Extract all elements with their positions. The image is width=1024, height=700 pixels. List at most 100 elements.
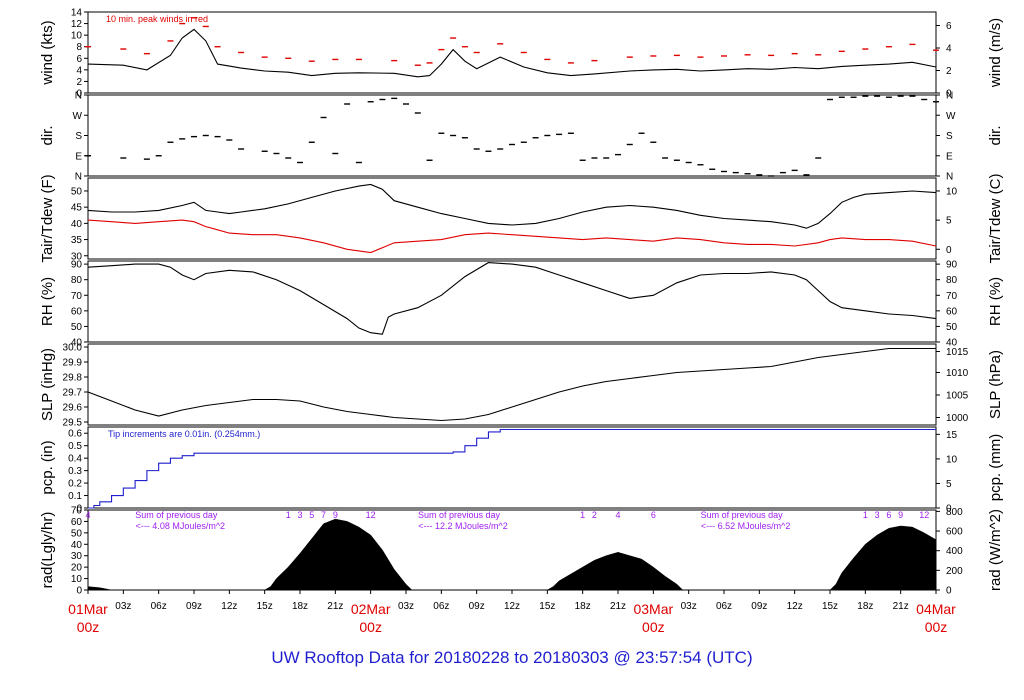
y-axis-title-right: Tair/Tdew (C) — [987, 173, 1004, 263]
y-tick-label-right: 10 — [946, 186, 958, 197]
series-step-pcp — [88, 428, 936, 509]
x-tick-label: 18z — [857, 601, 873, 612]
rad-hour-mark: 5 — [309, 510, 314, 520]
y-tick-label-right: E — [946, 151, 953, 162]
x-date-time-label: 00z — [359, 619, 382, 635]
y-axis-title-left: SLP (inHg) — [39, 348, 56, 421]
x-tick-label: 06z — [433, 601, 449, 612]
y-tick-label-left: 2 — [76, 77, 82, 88]
x-tick-label: 03z — [681, 601, 697, 612]
y-tick-label-left: 29.9 — [63, 358, 83, 369]
panel-annotation-pcp: Tip increments are 0.01in. (0.254mm.) — [108, 429, 260, 439]
panel-frame — [87, 260, 937, 343]
x-tick-label: 06z — [151, 601, 167, 612]
y-tick-label-left: 0.3 — [68, 466, 82, 477]
x-tick-label: 15z — [257, 601, 273, 612]
panel-frame — [87, 177, 937, 260]
y-tick-label-right: 90 — [946, 260, 958, 271]
y-tick-label-left: W — [73, 111, 83, 122]
panel-temp: 30 35 40 45 50 0 5 10 Tair/Tdew (F) Tair/Tdew (C) — [39, 173, 1004, 263]
panel-annotation-wind: 10 min. peak winds in red — [106, 14, 208, 24]
rad-hour-mark: 7 — [321, 510, 326, 520]
y-tick-label-right: 60 — [946, 306, 958, 317]
x-tick-label: 12z — [504, 601, 520, 612]
series-line-slp — [87, 347, 936, 422]
y-tick-label-right: 400 — [946, 546, 963, 557]
y-axis-title-left: RH (%) — [39, 277, 56, 326]
y-tick-label-left: N — [75, 172, 82, 183]
y-tick-label-left: 10 — [71, 574, 83, 585]
y-tick-label-right: S — [946, 131, 953, 142]
rad-hour-mark: 3 — [297, 510, 302, 520]
x-tick-label: 06z — [716, 601, 732, 612]
x-tick-label: 21z — [610, 601, 626, 612]
x-tick-label: 09z — [469, 601, 485, 612]
y-tick-label-left: 29.6 — [63, 403, 83, 414]
y-tick-label-left: 30.0 — [63, 343, 83, 354]
panel-frame — [87, 426, 937, 509]
y-tick-label-left: 12 — [71, 19, 83, 30]
x-tick-label: 21z — [893, 601, 909, 612]
panel-frame — [87, 343, 937, 426]
y-axis-title-left: wind (kts) — [39, 20, 56, 85]
x-tick-label: 09z — [751, 601, 767, 612]
x-tick-label: 12z — [787, 601, 803, 612]
rad-sum-value: <--- 6.52 MJoules/m^2 — [701, 521, 791, 531]
y-tick-label-right: 1000 — [946, 413, 969, 424]
y-tick-label-right: 50 — [946, 322, 958, 333]
y-axis-title-left: Tair/Tdew (F) — [39, 174, 56, 262]
y-tick-label-left: 0.2 — [68, 479, 82, 490]
y-axis-title-right: RH (%) — [987, 277, 1004, 326]
x-tick-label: 09z — [186, 601, 202, 612]
x-tick-label: 18z — [575, 601, 591, 612]
y-tick-label-left: 70 — [71, 506, 83, 517]
x-date-label: 04Mar — [916, 601, 956, 617]
series-area-rad — [87, 518, 937, 591]
x-date-label: 02Mar — [351, 601, 391, 617]
y-tick-label-left: 30 — [71, 251, 83, 262]
y-tick-label-left: 29.5 — [63, 418, 83, 429]
y-tick-label-right: 0 — [946, 504, 952, 515]
y-axis-title-right: pcp. (mm) — [987, 434, 1004, 502]
y-tick-label-left: 10 — [71, 31, 83, 42]
y-tick-label-left: 40 — [71, 219, 83, 230]
y-tick-label-left: 50 — [71, 322, 83, 333]
y-tick-label-right: 5 — [946, 216, 952, 227]
rad-sum-value: <--- 12.2 MJoules/m^2 — [418, 521, 508, 531]
y-tick-label-left: 45 — [71, 203, 83, 214]
y-tick-label-left: 0.5 — [68, 441, 82, 452]
y-tick-label-right: 15 — [946, 430, 958, 441]
y-tick-label-left: 4 — [76, 65, 82, 76]
y-tick-label-right: 800 — [946, 507, 963, 518]
panel-frame — [87, 94, 937, 177]
y-tick-label-left: 20 — [71, 563, 83, 574]
y-tick-label-right: 4 — [946, 43, 952, 54]
y-tick-label-left: 29.8 — [63, 373, 83, 384]
x-tick-label: 15z — [822, 601, 838, 612]
rad-hour-mark: 12 — [919, 510, 929, 520]
y-tick-label-right: 10 — [946, 454, 958, 465]
y-tick-label-right: 70 — [946, 291, 958, 302]
y-axis-title-right: SLP (hPa) — [987, 350, 1004, 419]
y-tick-label-left: 80 — [71, 275, 83, 286]
y-tick-label-left: 90 — [71, 260, 83, 271]
y-tick-label-right: 1010 — [946, 368, 969, 379]
y-axis-title-left: rad(Lgly/hr) — [39, 512, 56, 589]
x-tick-label: 18z — [292, 601, 308, 612]
rad-hour-mark: 2 — [592, 510, 597, 520]
y-tick-label-right: 1005 — [946, 391, 969, 402]
y-tick-label-left: 50 — [71, 186, 83, 197]
x-date-time-label: 00z — [642, 619, 665, 635]
y-axis-title-left: dir. — [39, 125, 56, 145]
series-line-wind — [87, 28, 937, 78]
y-tick-label-left: 60 — [71, 517, 83, 528]
y-tick-label-left: 0.1 — [68, 491, 82, 502]
rad-hour-mark: 12 — [366, 510, 376, 520]
rad-hour-mark: 6 — [886, 510, 891, 520]
y-axis-title-right: wind (m/s) — [987, 18, 1004, 88]
y-tick-label-right: 2 — [946, 66, 952, 77]
y-axis-title-right: dir. — [987, 125, 1004, 145]
